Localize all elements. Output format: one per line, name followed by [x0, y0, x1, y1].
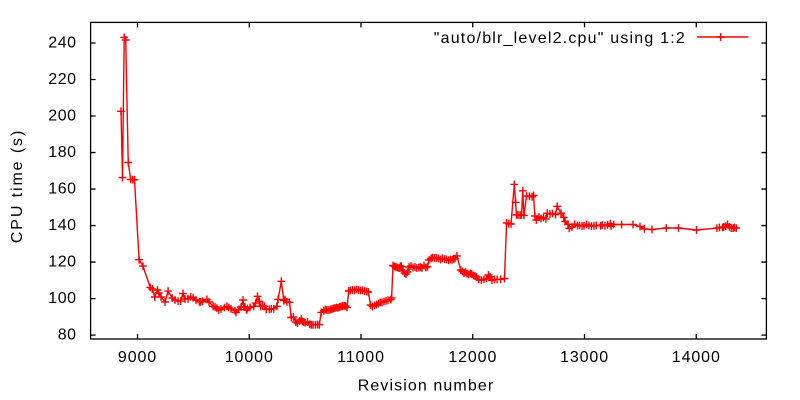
- svg-text:140: 140: [48, 217, 76, 234]
- svg-text:Revision number: Revision number: [358, 377, 495, 394]
- svg-text:13000: 13000: [560, 349, 609, 366]
- svg-text:220: 220: [48, 71, 76, 88]
- svg-text:180: 180: [48, 144, 76, 161]
- svg-text:11000: 11000: [337, 349, 385, 366]
- svg-text:CPU time (s): CPU time (s): [9, 129, 26, 243]
- svg-text:200: 200: [48, 107, 76, 124]
- svg-text:160: 160: [48, 180, 76, 197]
- svg-text:80: 80: [58, 326, 77, 343]
- svg-text:14000: 14000: [672, 349, 721, 366]
- svg-text:"auto/blr_level2.cpu" using 1:: "auto/blr_level2.cpu" using 1:2: [434, 30, 686, 47]
- svg-text:100: 100: [48, 290, 76, 307]
- svg-text:12000: 12000: [448, 349, 497, 366]
- svg-text:240: 240: [48, 34, 76, 51]
- svg-text:9000: 9000: [118, 349, 157, 366]
- svg-text:120: 120: [48, 253, 76, 270]
- svg-text:10000: 10000: [225, 349, 274, 366]
